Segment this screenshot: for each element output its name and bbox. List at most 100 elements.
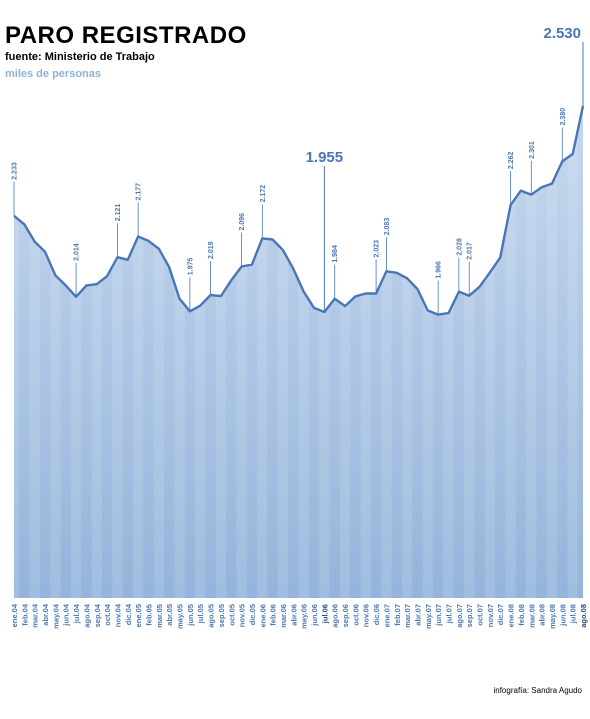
- x-tick-label: oct.07: [476, 604, 485, 626]
- data-label: 2.380: [560, 108, 567, 126]
- x-tick-label: ago.07: [455, 604, 464, 628]
- month-stripe: [8, 80, 20, 598]
- data-label: 1.955: [306, 149, 344, 166]
- x-tick-label: mar.04: [31, 603, 40, 628]
- data-labels: 2.233 2.014 2.121 2.177 1.975 2.019 2.096 2.172…: [12, 25, 582, 279]
- x-tick-label: abr.05: [165, 604, 174, 626]
- chart-units: miles de personas: [5, 68, 101, 80]
- x-tick-label: may.04: [51, 603, 60, 629]
- x-tick-label: jun.06: [310, 604, 319, 627]
- data-label: 1.984: [332, 245, 339, 263]
- x-tick-label: jul.07: [445, 604, 454, 624]
- chart-source: fuente: Ministerio de Trabajo: [5, 51, 155, 63]
- x-tick-label: ene.05: [134, 604, 143, 627]
- month-stripe: [339, 80, 351, 598]
- x-tick-label: abr.06: [289, 604, 298, 626]
- x-tick-label: ago.08: [579, 604, 588, 628]
- series-line-layer: [13, 105, 585, 316]
- data-label: 2.233: [12, 162, 19, 180]
- month-stripe: [443, 80, 454, 598]
- infographic-credit: infografía: Sandra Agudo: [493, 686, 582, 695]
- data-label: 2.177: [136, 183, 143, 201]
- x-tick-label: oct.06: [351, 604, 360, 626]
- x-tick-label: ene.06: [258, 604, 267, 627]
- x-tick-label: jun.05: [186, 604, 195, 627]
- x-tick-label: nov.06: [362, 604, 371, 627]
- month-stripe: [112, 80, 123, 598]
- x-tick-label: mar.08: [527, 604, 536, 628]
- x-tick-label: sep.07: [465, 604, 474, 627]
- x-tick-label: feb.05: [144, 604, 153, 626]
- x-tick-label: oct.04: [103, 603, 112, 626]
- month-stripe: [567, 80, 578, 598]
- x-tick-label: feb.07: [393, 604, 402, 626]
- x-tick-label: may.08: [548, 604, 557, 629]
- month-stripe: [464, 80, 475, 598]
- month-stripe: [484, 80, 495, 598]
- x-tick-label: mar.07: [403, 604, 412, 628]
- chart-area-layer: [14, 105, 583, 599]
- x-tick-label: dic.07: [496, 604, 505, 625]
- x-tick-label: ene.04: [10, 603, 19, 627]
- month-stripe: [277, 80, 289, 598]
- data-label: 2.028: [456, 238, 463, 256]
- data-label: 1.966: [436, 261, 443, 279]
- month-stripe: [195, 80, 206, 598]
- month-stripe: [153, 80, 164, 598]
- month-stripe: [29, 80, 40, 598]
- x-tick-label: sep.05: [217, 604, 226, 627]
- month-stripe: [526, 80, 537, 598]
- x-tick-label: abr.08: [538, 604, 547, 626]
- x-tick-label: dic.04: [124, 603, 133, 625]
- month-stripe: [257, 80, 268, 598]
- x-tick-label: nov.07: [486, 604, 495, 627]
- data-label: 2.019: [208, 241, 215, 259]
- month-stripe: [133, 80, 144, 598]
- data-label: 2.017: [467, 242, 474, 260]
- data-label: 2.530: [543, 25, 581, 42]
- month-stripe: [360, 80, 371, 598]
- month-stripe: [298, 80, 309, 598]
- data-label: 2.096: [239, 213, 246, 231]
- month-stripe: [50, 80, 61, 598]
- x-tick-label: ago.06: [331, 604, 340, 628]
- x-tick-label: nov.04: [113, 603, 122, 627]
- x-tick-label: may.07: [424, 604, 433, 629]
- x-tick-label: ago.04: [82, 603, 91, 628]
- month-stripe: [236, 80, 247, 598]
- leader-lines: [13, 42, 584, 315]
- x-tick-label: feb.06: [269, 604, 278, 626]
- month-stripe: [319, 80, 330, 598]
- month-stripe: [402, 80, 413, 598]
- month-stripe: [505, 80, 516, 598]
- series-area: [14, 105, 583, 599]
- data-label: 2.083: [384, 218, 391, 236]
- x-tick-label: may.05: [176, 604, 185, 629]
- chart-stripes: [8, 80, 578, 598]
- x-tick-label: feb.04: [20, 603, 29, 626]
- month-stripe: [381, 80, 392, 598]
- month-stripe: [546, 80, 558, 598]
- month-stripe: [215, 80, 226, 598]
- x-tick-label: abr.04: [41, 603, 50, 626]
- x-axis-labels: ene.04 feb.04 mar.04 abr.04 may.04 jun.04 jul.…: [10, 603, 588, 629]
- x-tick-label: jun.04: [62, 603, 71, 627]
- series-line: [13, 105, 585, 316]
- month-stripe: [91, 80, 102, 598]
- x-tick-label: feb.08: [517, 604, 526, 626]
- x-tick-label: oct.05: [227, 604, 236, 626]
- data-label: 2.014: [74, 243, 81, 261]
- data-label: 2.121: [115, 204, 122, 222]
- x-tick-label: sep.04: [93, 603, 102, 627]
- x-tick-label: jul.04: [72, 603, 81, 624]
- x-tick-label: mar.06: [279, 604, 288, 628]
- x-tick-label: sep.06: [341, 604, 350, 627]
- x-tick-label: jun.07: [434, 604, 443, 627]
- x-tick-label: ene.08: [507, 604, 516, 627]
- data-label: 1.975: [187, 258, 194, 276]
- x-tick-label: abr.07: [413, 604, 422, 626]
- x-tick-label: jul.06: [320, 604, 329, 624]
- x-tick-label: jun.08: [558, 604, 567, 627]
- chart-title: PARO REGISTRADO: [5, 22, 247, 49]
- data-label: 2.301: [529, 141, 536, 159]
